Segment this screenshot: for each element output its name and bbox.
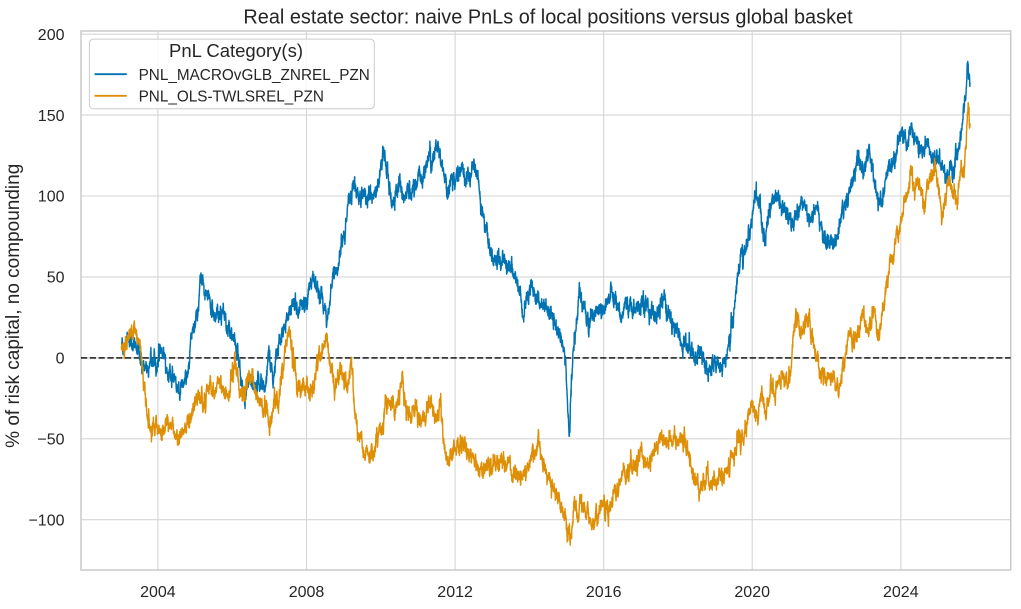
svg-text:2024: 2024 (883, 584, 919, 601)
svg-text:0: 0 (56, 351, 65, 368)
svg-text:100: 100 (38, 189, 65, 206)
svg-text:2012: 2012 (437, 584, 473, 601)
svg-text:Real estate sector: naive PnLs: Real estate sector: naive PnLs of local … (243, 7, 853, 29)
svg-text:% of risk capital, no compound: % of risk capital, no compounding (3, 164, 24, 448)
svg-text:PNL_MACROvGLB_ZNREL_PZN: PNL_MACROvGLB_ZNREL_PZN (139, 67, 370, 84)
svg-text:2016: 2016 (586, 584, 622, 601)
svg-text:PnL Category(s): PnL Category(s) (169, 40, 303, 61)
svg-text:PNL_OLS-TWLSREL_PZN: PNL_OLS-TWLSREL_PZN (139, 89, 324, 106)
svg-text:−50: −50 (37, 432, 64, 449)
svg-text:150: 150 (38, 108, 65, 125)
svg-text:2008: 2008 (289, 584, 325, 601)
svg-text:200: 200 (38, 27, 65, 44)
svg-text:2020: 2020 (734, 584, 770, 601)
svg-text:50: 50 (47, 270, 65, 287)
svg-text:−100: −100 (28, 512, 64, 529)
svg-text:2004: 2004 (140, 584, 176, 601)
